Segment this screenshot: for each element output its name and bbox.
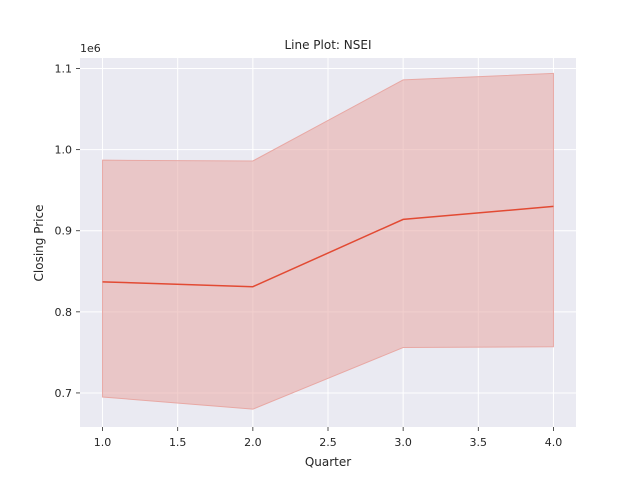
x-tick-label: 1.0 <box>94 436 112 449</box>
y-tick-label: 1.1 <box>55 63 73 76</box>
series-line-nsei <box>102 205 554 288</box>
x-tick-label: 2.5 <box>319 436 337 449</box>
y-tick-label: 0.7 <box>55 387 73 400</box>
confidence-band <box>102 72 554 410</box>
y-axis-label: Closing Price <box>32 205 46 282</box>
x-axis-ticks: 1.0 1.5 2.0 2.5 3.0 3.5 4.0 <box>94 427 562 449</box>
y-tick-label: 0.8 <box>55 306 73 319</box>
x-tick-label: 4.0 <box>545 436 563 449</box>
x-axis-label: Quarter <box>305 455 351 469</box>
x-tick-label: 2.0 <box>244 436 262 449</box>
y-offset-label: 1e6 <box>80 42 101 55</box>
x-tick-label: 3.0 <box>394 436 412 449</box>
x-tick-label: 1.5 <box>169 436 187 449</box>
chart-title: Line Plot: NSEI <box>284 38 371 52</box>
y-axis-ticks: 0.7 0.8 0.9 1.0 1.1 <box>55 63 80 400</box>
x-tick-label: 3.5 <box>470 436 488 449</box>
y-tick-label: 0.9 <box>55 225 73 238</box>
y-tick-label: 1.0 <box>55 144 73 157</box>
